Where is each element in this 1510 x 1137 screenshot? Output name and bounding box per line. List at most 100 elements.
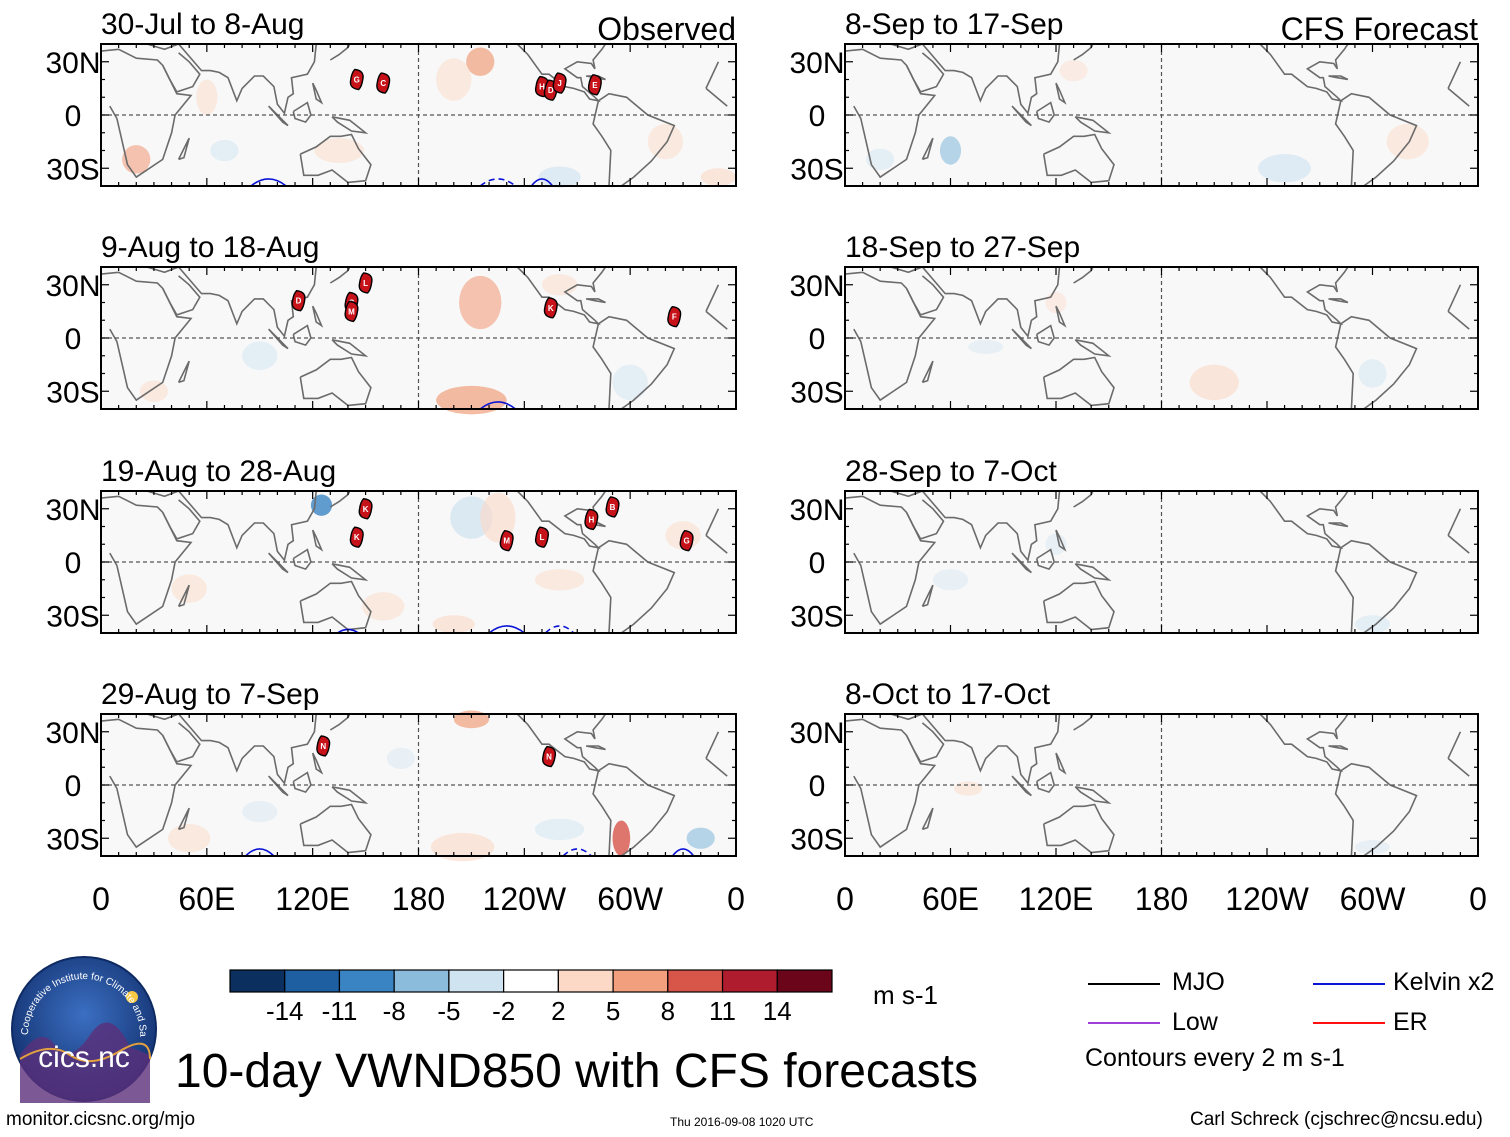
panel-period-title: 19-Aug to 28-Aug [101, 455, 336, 488]
legend-line-er [1313, 1022, 1385, 1024]
storm-id: N [320, 742, 326, 751]
legend-label-kelvin: Kelvin x2 [1393, 968, 1495, 996]
anomaly-blob [168, 824, 211, 853]
colorbar-segment [612, 969, 669, 993]
coastline [1259, 713, 1349, 773]
x-tick-label: 0 [836, 881, 854, 917]
anomaly-blob [171, 574, 207, 603]
storm-marker: M [499, 529, 514, 552]
storm-marker: G [679, 529, 694, 552]
coastline [100, 495, 728, 626]
storm-marker: M [344, 300, 359, 323]
colorbar-tick-label: -11 [322, 996, 358, 1026]
coastline [299, 580, 372, 631]
coastline [1259, 490, 1349, 550]
coastline [299, 133, 372, 184]
coastline [161, 722, 201, 763]
anomaly-blob [436, 385, 507, 415]
storm-id: F [672, 313, 677, 322]
y-tick-label: 0 [809, 323, 826, 356]
panel-period-title: 18-Sep to 27-Sep [845, 231, 1080, 264]
storm-id: M [348, 307, 355, 316]
coastline [1035, 771, 1056, 794]
anomaly-blob [459, 275, 502, 330]
coastline [299, 356, 372, 407]
anomaly-blob [432, 615, 475, 633]
colorbar-segment [557, 969, 614, 993]
storm-id: E [592, 81, 598, 90]
anomaly-blob [1258, 154, 1311, 183]
coastline [1328, 522, 1349, 528]
coastline [101, 490, 317, 563]
coastline [1328, 298, 1349, 304]
anomaly-blob [242, 800, 278, 823]
legend-label-er: ER [1393, 1008, 1428, 1036]
coastline [585, 745, 606, 751]
colorbar-segment [229, 969, 286, 993]
coastline [1055, 529, 1067, 552]
colorbar-segment [338, 969, 395, 993]
colorbar-tick-label: 14 [763, 996, 792, 1026]
coastline [1011, 328, 1032, 350]
coastline [311, 305, 324, 328]
coastline [267, 775, 289, 797]
y-tick-label: 30N [789, 494, 844, 527]
colorbar-tick-label: 5 [606, 996, 620, 1026]
colorbar-tick-label: -2 [492, 996, 515, 1026]
coastline [292, 324, 312, 347]
storm-id: M [503, 537, 510, 546]
anomaly-blob [541, 274, 578, 296]
coastline [1074, 116, 1112, 134]
coastline [1073, 43, 1094, 61]
storm-marker: K [543, 297, 558, 319]
coastline [329, 713, 351, 731]
legend-line-mjo [1088, 983, 1160, 985]
storm-id: L [540, 533, 545, 542]
coastline [1328, 745, 1349, 751]
coastline [1042, 356, 1115, 407]
storm-marker: N [316, 735, 331, 757]
coastline [905, 722, 945, 763]
colorbar-segment [721, 969, 778, 993]
anomaly-blob [310, 494, 333, 516]
kelvin-contour [245, 848, 275, 857]
coastline [1011, 552, 1032, 574]
coastline [329, 43, 351, 61]
anomaly-blob [954, 781, 983, 796]
anomaly-blob [1059, 59, 1088, 82]
coastline [592, 92, 676, 187]
storm-id: G [683, 537, 689, 546]
coastline [1073, 490, 1094, 508]
anomaly-blob [939, 136, 962, 165]
coastline [1259, 266, 1349, 326]
footer-url[interactable]: monitor.cicsnc.org/mjo [6, 1109, 196, 1130]
legend-label-mjo: MJO [1172, 968, 1225, 996]
coastline [516, 43, 607, 103]
coastline [267, 105, 289, 127]
coastline [1334, 762, 1418, 857]
colorbar: -14 -11 -8 -5 -2 2 5 8 11 14 [229, 969, 833, 1026]
anomaly-blob [480, 492, 516, 543]
chart-title: 10-day VWND850 with CFS forecasts [175, 1045, 978, 1098]
anomaly-blob [968, 339, 1004, 354]
storm-id: C [380, 79, 386, 88]
anomaly-blob [196, 79, 218, 115]
anomaly-blob [866, 148, 895, 171]
colorbar-tick-label: -14 [266, 996, 304, 1026]
coastline [1011, 105, 1032, 127]
y-tick-label: 30N [45, 47, 100, 80]
coastline [1334, 315, 1418, 410]
storm-marker: J [552, 72, 567, 94]
coastline [921, 807, 934, 831]
map-panel-4: 30N 0 30S 18-Sep to 27-Sep [789, 231, 1479, 410]
storm-marker: G [349, 68, 364, 91]
y-tick-label: 30S [790, 153, 843, 186]
kelvin-contour [562, 848, 592, 857]
storm-marker: E [587, 74, 602, 96]
coastline [845, 713, 1061, 785]
storm-id: L [363, 279, 368, 288]
colorbar-tick-label: 2 [551, 996, 565, 1026]
storm-marker: H [584, 508, 599, 531]
anomaly-blob [1189, 364, 1239, 401]
